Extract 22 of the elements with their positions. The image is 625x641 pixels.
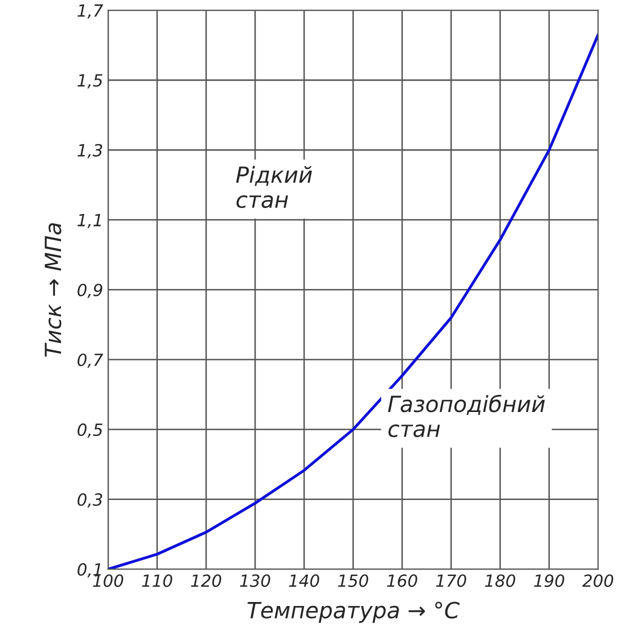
y-tick-label: 0,3 bbox=[78, 493, 102, 508]
y-tick-label: 1,3 bbox=[78, 144, 102, 158]
y-tick-label: 0,9 bbox=[78, 284, 102, 298]
x-axis-title: Температура → °С bbox=[248, 602, 460, 623]
y-tick-label: 0,7 bbox=[78, 354, 104, 368]
x-tick-label: 200 bbox=[582, 574, 614, 587]
x-tick-label: 130 bbox=[240, 574, 270, 587]
annotation: Газоподібний стан bbox=[388, 394, 545, 438]
y-axis-title: Тиск → МПа bbox=[44, 223, 62, 357]
y-tick-label: 0,5 bbox=[78, 423, 102, 438]
x-tick-label: 170 bbox=[436, 574, 466, 587]
y-tick-label: 1,7 bbox=[78, 4, 104, 19]
x-tick-label: 160 bbox=[387, 574, 418, 587]
x-tick-label: 120 bbox=[191, 574, 222, 587]
x-tick-label: 110 bbox=[142, 574, 172, 587]
annotation: Рідкий стан bbox=[236, 166, 312, 208]
x-tick-label: 190 bbox=[534, 574, 564, 587]
y-tick-label: 1,1 bbox=[78, 214, 101, 228]
x-tick-label: 180 bbox=[485, 574, 516, 587]
x-tick-label: 150 bbox=[338, 574, 368, 587]
y-tick-label: 1,5 bbox=[78, 74, 102, 88]
x-tick-label: 140 bbox=[289, 574, 320, 587]
